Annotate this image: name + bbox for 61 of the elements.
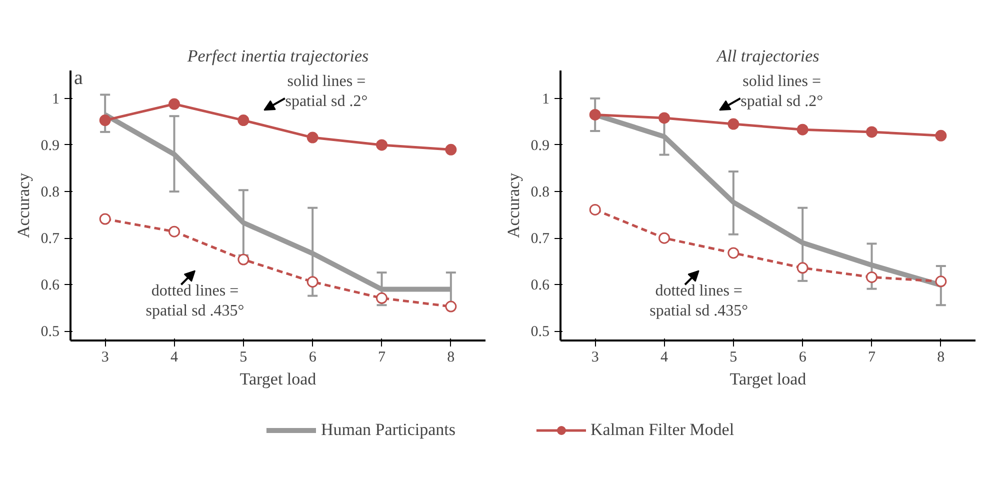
- x-tick-label: 7: [378, 350, 386, 366]
- point: [168, 98, 180, 110]
- y-tick-label: 0.7: [40, 231, 60, 248]
- point: [728, 247, 740, 259]
- y-axis-title: Accuracy: [14, 172, 33, 238]
- y-axis-title: Accuracy: [504, 172, 523, 238]
- point: [99, 114, 111, 126]
- x-tick-label: 5: [240, 350, 248, 366]
- x-tick-label: 6: [308, 350, 317, 366]
- x-axis-title: Target load: [730, 370, 807, 388]
- x-tick-label: 7: [868, 350, 876, 366]
- legend-label: Human Participants: [320, 420, 456, 440]
- point: [376, 139, 388, 151]
- x-tick-label: 6: [798, 350, 807, 366]
- y-tick-label: 0.8: [530, 184, 550, 201]
- y-tick-label: 0.6: [530, 278, 550, 294]
- point: [796, 124, 808, 136]
- point: [238, 254, 250, 266]
- y-tick-label: 0.9: [40, 138, 60, 154]
- point: [99, 213, 111, 225]
- annotation: a: [74, 67, 83, 90]
- x-tick-label: 8: [447, 350, 455, 366]
- x-tick-label: 4: [660, 350, 668, 366]
- point: [238, 114, 250, 126]
- point: [658, 112, 670, 124]
- y-tick-label: 1: [542, 91, 550, 108]
- point: [168, 226, 180, 238]
- point: [306, 132, 318, 144]
- point: [445, 300, 457, 312]
- x-tick-label: 3: [101, 350, 109, 366]
- point: [796, 262, 808, 274]
- point: [866, 126, 878, 138]
- x-tick-label: 3: [591, 350, 599, 366]
- chart-title: All trajectories: [716, 46, 820, 66]
- y-tick-label: 0.8: [40, 184, 60, 201]
- y-tick-label: 1: [52, 91, 60, 108]
- x-tick-label: 5: [730, 350, 738, 366]
- annotation: solid lines = spatial sd .2°: [285, 72, 368, 110]
- legend-label: Kalman Filter Model: [590, 420, 734, 440]
- point: [445, 144, 457, 156]
- point: [935, 130, 947, 142]
- point: [589, 204, 601, 216]
- y-tick-label: 0.6: [40, 278, 60, 294]
- annotation: dotted lines = spatial sd .435°: [146, 282, 244, 320]
- x-tick-label: 8: [937, 350, 945, 366]
- annotation: dotted lines = spatial sd .435°: [650, 282, 748, 320]
- point: [728, 118, 740, 130]
- chart-title: Perfect inertia trajectories: [186, 46, 370, 66]
- point: [935, 276, 947, 288]
- point: [866, 271, 878, 283]
- y-tick-label: 0.5: [40, 324, 60, 340]
- y-tick-label: 0.7: [530, 231, 550, 248]
- point: [658, 232, 670, 244]
- x-tick-label: 4: [170, 350, 178, 366]
- y-tick-label: 0.9: [530, 138, 550, 154]
- x-axis-title: Target load: [240, 370, 317, 388]
- y-tick-label: 0.5: [530, 324, 550, 340]
- annotation: solid lines = spatial sd .2°: [740, 72, 824, 110]
- point: [306, 276, 318, 288]
- point: [376, 292, 388, 304]
- point: [589, 108, 601, 120]
